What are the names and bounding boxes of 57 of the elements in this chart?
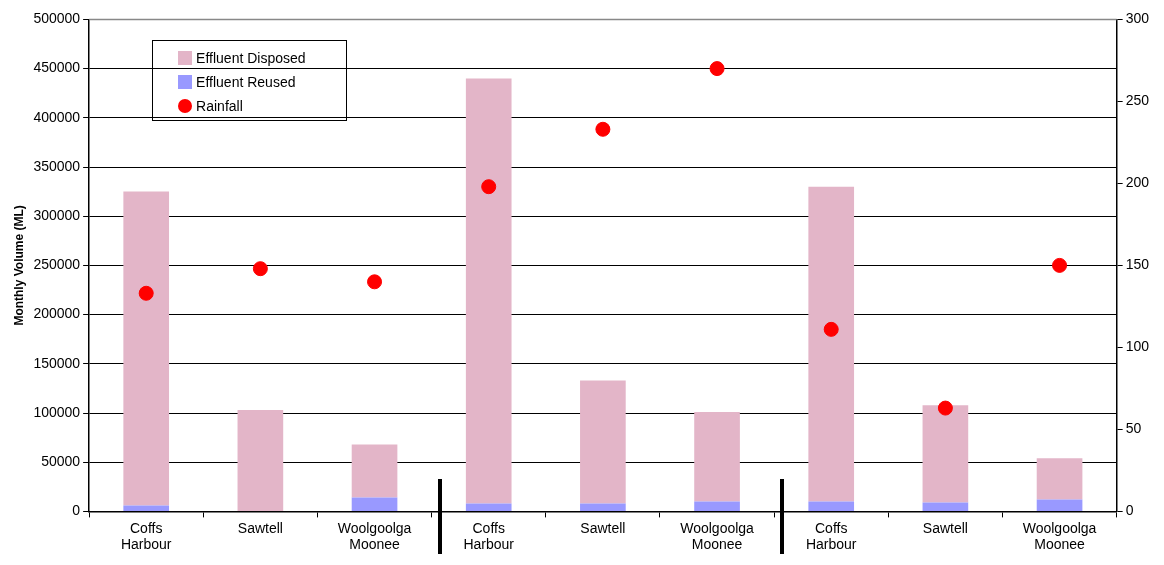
bar <box>1036 458 1083 500</box>
bar <box>922 405 969 503</box>
point <box>138 285 154 301</box>
y2-tick-label: 300 <box>1125 10 1150 27</box>
y2-tick-label: 0 <box>1125 502 1134 519</box>
bar <box>694 412 740 502</box>
bar <box>808 186 855 502</box>
x-tick-label: Coffs Harbour <box>120 519 172 553</box>
bar <box>922 502 969 511</box>
x-tick-label: Coffs Harbour <box>463 519 515 553</box>
point <box>595 121 611 137</box>
y-tick-label: 450000 <box>33 59 81 76</box>
bar <box>123 505 170 511</box>
y-tick-label: 500000 <box>33 10 81 27</box>
y2-tick-label: 100 <box>1125 338 1150 355</box>
y2-tick-label: 250 <box>1125 92 1150 109</box>
y-tick-label: 50000 <box>41 453 81 470</box>
bar <box>465 78 512 504</box>
y-axis-title: Monthly Volume (ML) <box>11 205 26 326</box>
y-tick-label: 400000 <box>33 108 81 125</box>
y2-tick-label: 50 <box>1125 420 1142 437</box>
point <box>1052 257 1068 273</box>
x-tick-label: Woolgoolga Moonee <box>337 519 412 553</box>
y2-tick-label: 150 <box>1125 256 1150 273</box>
bar <box>351 444 398 498</box>
point <box>937 400 953 416</box>
y-tick-label: 350000 <box>33 157 81 174</box>
bar <box>237 410 284 511</box>
y-tick-label: 300000 <box>33 207 81 224</box>
x-tick-label: Woolgoolga Moonee <box>680 519 755 553</box>
bar <box>808 501 855 511</box>
point <box>709 61 725 77</box>
y-tick-label: 250000 <box>33 256 81 273</box>
y-tick-label: 0 <box>72 502 81 519</box>
y-tick-label: 150000 <box>33 354 81 371</box>
y-tick-label: 200000 <box>33 305 81 322</box>
x-tick-label: Sawtell <box>922 519 968 536</box>
point <box>481 179 497 195</box>
bar <box>123 191 170 506</box>
bar <box>351 497 398 511</box>
x-tick-label: Woolgoolga Moonee <box>1022 519 1097 553</box>
x-tick-label: Sawtell <box>237 519 283 536</box>
x-tick-label: Coffs Harbour <box>805 519 857 553</box>
legend-label: Effluent Reused <box>196 73 296 90</box>
bar <box>580 380 626 504</box>
y2-tick-label: 200 <box>1125 174 1150 191</box>
bar <box>694 501 740 511</box>
point <box>367 274 383 290</box>
y-tick-label: 100000 <box>33 403 81 420</box>
legend-label: Rainfall <box>196 97 243 114</box>
point <box>252 261 268 277</box>
bar <box>465 503 512 511</box>
legend-label: Effluent Disposed <box>196 49 306 66</box>
point <box>823 321 839 337</box>
bar <box>580 503 626 511</box>
bar <box>1036 499 1083 511</box>
x-tick-label: Sawtell <box>580 519 626 536</box>
